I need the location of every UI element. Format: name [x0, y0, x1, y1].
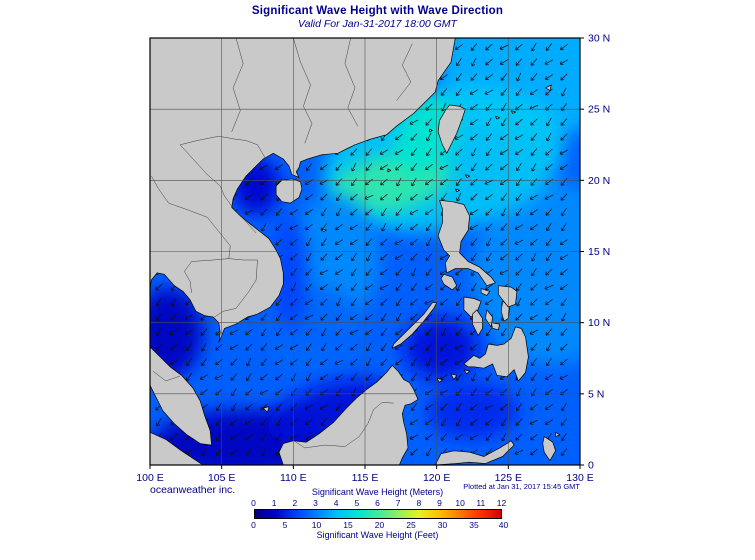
border-line	[287, 402, 394, 449]
wave-height-region	[150, 287, 204, 379]
lat-tick-label: 5 N	[588, 388, 604, 400]
wave-height-region	[426, 382, 519, 440]
lat-tick-label: 25 N	[588, 104, 610, 116]
coastline-polygon	[437, 104, 466, 154]
legend-meters-tick: 10	[455, 498, 465, 508]
legend-feet-tick: 40	[498, 520, 509, 530]
legend-feet-ticks: 0 5 10 15 20 25 30 35 40	[251, 520, 508, 530]
axis-labels: 100 E 105 E 110 E 115 E 120 E 125 E 130 E 30 N 2…	[136, 33, 610, 485]
coastline-polygon	[497, 285, 518, 308]
wave-height-region	[273, 215, 308, 330]
lon-tick-label: 130 E	[566, 472, 593, 484]
legend-meters-tick: 8	[416, 498, 422, 508]
legend-meters-tick: 12	[496, 498, 507, 508]
coastline-polygon	[440, 273, 458, 291]
legend-meters-label: Significant Wave Height (Meters)	[311, 487, 444, 497]
border-line	[231, 38, 244, 132]
graticule	[150, 38, 580, 465]
border-line	[396, 43, 413, 101]
lat-tick-label: 20 N	[588, 175, 610, 187]
coastline-polygon	[555, 431, 561, 437]
coastline-polygon	[278, 365, 419, 465]
legend-meters-tick: 11	[476, 498, 486, 508]
border-line	[151, 175, 231, 259]
legend-feet-tick: 25	[406, 520, 416, 530]
coastline-polygon	[542, 436, 556, 462]
legend-meters-tick: 5	[354, 498, 360, 508]
legend-feet-tick: 15	[343, 520, 353, 530]
coastline-polygon	[490, 322, 501, 331]
lon-tick-label: 100 E	[136, 472, 163, 484]
coastline-polygon	[437, 199, 496, 287]
legend-feet-tick: 30	[437, 520, 448, 530]
legend-meters-tick: 0	[251, 498, 256, 508]
coastline-polygon	[510, 110, 516, 114]
coastline-polygon	[480, 288, 491, 296]
coastline-polygon	[463, 369, 470, 375]
plotted-timestamp: Plotted at Jan 31, 2017 15:45 GMT	[463, 482, 580, 491]
legend-meters-tick: 1	[271, 498, 277, 508]
coastline-polygon	[450, 373, 458, 380]
legend-meters-tick: 4	[333, 498, 339, 508]
border-line	[344, 38, 358, 127]
legend-meters-ticks: 0 1 2 3 4 5 6 7 8 9 10 11 12	[251, 498, 506, 508]
lat-tick-label: 15 N	[588, 246, 610, 258]
border-line	[152, 370, 181, 382]
border-line	[184, 271, 192, 293]
coastline-polygon	[545, 84, 552, 92]
lon-tick-label: 125 E	[495, 472, 522, 484]
coastline-polygon	[262, 406, 270, 413]
legend-meters-tick: 7	[395, 498, 401, 508]
coastline-polygon	[150, 346, 212, 446]
legend-meters-tick: 9	[437, 498, 442, 508]
legend-feet-tick: 5	[282, 520, 288, 530]
coastline-polygon	[436, 377, 443, 383]
border-line	[293, 38, 313, 144]
coastline-polygon	[495, 115, 501, 120]
coastline-polygon	[463, 326, 529, 382]
border-line	[180, 135, 266, 159]
legend-feet-label: Significant Wave Height (Feet)	[316, 530, 439, 540]
legend-feet-tick: 0	[251, 520, 256, 530]
border-line	[228, 258, 258, 261]
lon-tick-label: 105 E	[208, 472, 235, 484]
coastline-polygon	[429, 128, 433, 133]
border-line	[184, 258, 229, 272]
lat-tick-label: 0	[588, 460, 594, 472]
map-title: Significant Wave Height with Wave Direct…	[251, 5, 504, 17]
lon-tick-label: 120 E	[423, 472, 450, 484]
landmass	[150, 38, 561, 465]
coastline-polygon	[434, 440, 515, 465]
legend-feet-tick: 10	[311, 520, 322, 530]
lat-tick-label: 10 N	[588, 317, 610, 329]
lon-tick-label: 110 E	[280, 472, 307, 484]
legend-feet-tick: 20	[374, 520, 385, 530]
coastline-polygon	[387, 168, 392, 173]
legend-meters-tick: 6	[375, 498, 380, 508]
coastline-polygon	[321, 228, 327, 232]
lat-tick-label: 30 N	[588, 33, 610, 45]
border-line	[179, 144, 257, 234]
legend-meters-tick: 2	[292, 498, 298, 508]
credit-oceanweather: oceanweather inc.	[150, 484, 236, 496]
coastline-polygon	[391, 302, 438, 349]
map-valid-time: Valid For Jan-31-2017 18:00 GMT	[298, 18, 457, 30]
coastline-polygon	[464, 174, 470, 178]
legend-feet-tick: 35	[469, 520, 479, 530]
legend-colorbar	[253, 509, 502, 519]
map-header: Significant Wave Height with Wave Direct…	[0, 5, 755, 30]
lon-tick-label: 115 E	[352, 472, 379, 484]
coastline-polygon	[150, 431, 204, 465]
coastline-polygon	[454, 188, 460, 193]
legend-meters-tick: 3	[313, 498, 318, 508]
wave-height-region	[472, 180, 580, 366]
